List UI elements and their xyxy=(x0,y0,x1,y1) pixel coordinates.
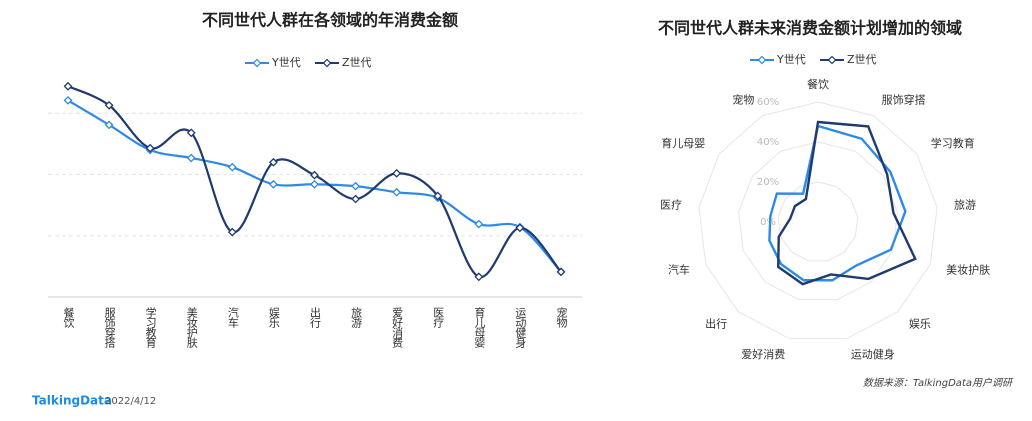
series-area xyxy=(777,120,917,286)
date: 2022/4/12 xyxy=(105,396,156,407)
category-label: 育儿母婴 xyxy=(661,136,705,150)
category-label: 服饰穿搭 xyxy=(882,93,926,107)
x-tick-label: 美妆护肤 xyxy=(185,307,198,349)
chart-title: 不同世代人群未来消费金额计划增加的领域 xyxy=(658,19,962,38)
series-area xyxy=(768,124,907,282)
source: 数据来源：TalkingData用户调研 xyxy=(863,377,1014,389)
category-label: 旅游 xyxy=(954,197,976,211)
brand: TalkingData xyxy=(32,394,112,408)
x-tick-label: 旅游 xyxy=(350,306,363,328)
x-tick-label: 娱乐 xyxy=(267,306,280,328)
data-point xyxy=(351,181,361,191)
x-tick-label: 宠物 xyxy=(555,306,568,328)
x-tick-label: 餐饮 xyxy=(62,306,75,329)
data-point xyxy=(310,170,319,180)
data-point xyxy=(63,95,73,105)
r-tick-label: 0% xyxy=(760,217,776,228)
chart-title: 不同世代人群在各领域的年消费金额 xyxy=(202,11,458,30)
legend-marker xyxy=(827,55,837,65)
data-point xyxy=(63,81,73,91)
legend-marker xyxy=(252,58,262,68)
data-point xyxy=(351,194,361,204)
category-label: 宠物 xyxy=(732,93,754,107)
category-label: 爱好消费 xyxy=(741,347,785,361)
data-point xyxy=(145,143,155,153)
x-tick-label: 服饰穿搭 xyxy=(103,307,116,349)
category-label: 学习教育 xyxy=(931,136,975,150)
data-point xyxy=(227,162,237,172)
x-tick-label: 医疗 xyxy=(432,307,445,329)
legend-label: Y世代 xyxy=(776,53,806,66)
data-point xyxy=(104,120,114,130)
data-point xyxy=(186,153,196,163)
category-label: 运动健身 xyxy=(851,347,895,361)
grid-ring xyxy=(777,181,859,262)
category-label: 汽车 xyxy=(668,263,690,277)
legend-label: Y世代 xyxy=(271,56,301,69)
legend-label: Z世代 xyxy=(847,53,877,66)
data-point xyxy=(104,100,114,110)
x-tick-label: 学习教育 xyxy=(144,306,157,349)
r-tick-label: 20% xyxy=(757,177,779,188)
category-label: 美妆护肤 xyxy=(946,263,990,277)
x-tick-label: 爱好消费 xyxy=(391,307,404,349)
x-tick-label: 育儿母婴 xyxy=(473,306,486,349)
data-point xyxy=(268,157,278,167)
data-point xyxy=(268,179,278,189)
x-tick-label: 出行 xyxy=(309,306,322,329)
r-tick-label: 40% xyxy=(757,137,779,148)
data-point xyxy=(392,168,402,178)
data-point xyxy=(556,267,566,277)
data-point xyxy=(433,191,443,201)
legend-label: Z世代 xyxy=(342,56,372,69)
x-tick-label: 汽车 xyxy=(226,306,239,329)
data-point xyxy=(515,223,525,233)
r-tick-label: 60% xyxy=(757,97,779,108)
category-label: 出行 xyxy=(705,317,727,331)
data-point xyxy=(310,179,319,189)
x-tick-label: 运动健身 xyxy=(514,307,527,349)
data-point xyxy=(186,128,196,138)
data-point xyxy=(474,219,484,229)
data-point xyxy=(227,227,237,237)
data-point xyxy=(474,272,484,282)
legend-marker xyxy=(322,58,332,68)
grid-ring xyxy=(738,141,898,301)
grid-ring xyxy=(698,101,938,340)
category-label: 娱乐 xyxy=(909,317,931,331)
legend-marker xyxy=(757,55,767,65)
category-label: 医疗 xyxy=(660,197,682,211)
category-label: 餐饮 xyxy=(807,77,829,91)
data-point xyxy=(392,187,402,197)
